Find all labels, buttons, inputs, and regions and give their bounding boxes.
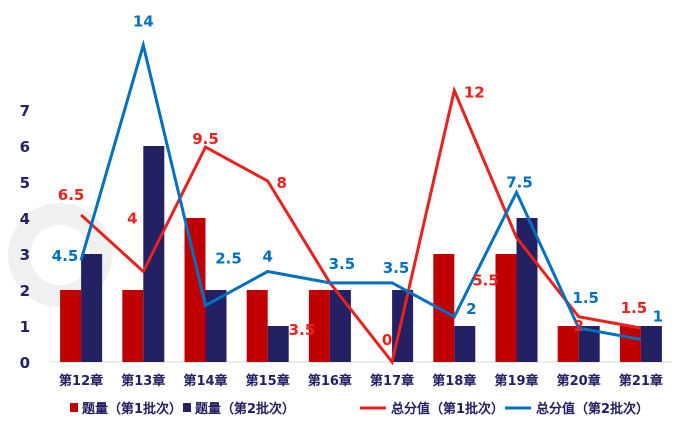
y-tick-label: 6 — [20, 138, 30, 156]
data-label: 1.5 — [572, 289, 599, 307]
data-label: 6.5 — [58, 186, 85, 204]
bar-1-第14章 — [184, 218, 206, 362]
data-label: 8 — [276, 174, 286, 192]
y-tick-label: 3 — [20, 246, 30, 264]
data-label: 4.5 — [52, 247, 79, 265]
y-tick-label: 0 — [20, 354, 30, 372]
x-tick-label: 第18章 — [432, 373, 476, 389]
data-label: 2 — [466, 300, 476, 318]
y-tick-label: 2 — [20, 282, 30, 300]
bar-1-第16章 — [308, 290, 330, 362]
bar-2-第18章 — [454, 326, 476, 362]
x-tick-label: 第12章 — [59, 373, 103, 389]
data-label: 2.5 — [215, 249, 242, 267]
bar-2-第13章 — [143, 146, 165, 362]
data-label: 0 — [382, 331, 392, 349]
bar-2-第20章 — [578, 326, 600, 362]
lines: 6.5 4 9.5 8 3.5 0 12 5.5 2 1.5 4.5 14 2.5 4 3.5 3.5 2 7.5… — [52, 12, 663, 366]
x-tick-label: 第14章 — [183, 373, 227, 389]
legend-swatch — [70, 403, 78, 412]
x-tick-label: 第21章 — [619, 373, 663, 389]
bar-2-第15章 — [267, 326, 289, 362]
y-tick-label: 5 — [20, 174, 30, 192]
legend: 题量（第1批次） 题量（第2批次） 总分值（第1批次） 总分值（第2批次） — [70, 401, 649, 417]
x-axis-labels: 第12章 第13章 第14章 第15章 第16章 第17章 第18章 第19章 第20章 第21章 — [59, 373, 663, 389]
line-series-1 — [80, 85, 642, 366]
y-tick-label: 4 — [20, 210, 30, 228]
legend-label: 题量（第2批次） — [195, 401, 295, 417]
bar-2-第16章 — [329, 290, 351, 362]
y-axis: 0 1 2 3 4 5 6 7 — [20, 102, 30, 372]
legend-label: 总分值（第1批次） — [391, 401, 504, 417]
bar-1-第21章 — [619, 326, 641, 362]
x-tick-label: 第19章 — [494, 373, 538, 389]
data-label: 12 — [464, 84, 485, 102]
x-tick-label: 第16章 — [308, 373, 352, 389]
bars — [60, 146, 662, 362]
y-tick-label: 1 — [20, 318, 30, 336]
data-label: 3.5 — [289, 321, 316, 339]
data-label: 4 — [262, 248, 272, 266]
x-tick-label: 第20章 — [557, 373, 601, 389]
x-tick-label: 第15章 — [246, 373, 290, 389]
bar-2-第21章 — [640, 326, 662, 362]
data-label: 14 — [133, 12, 154, 30]
bar-1-第20章 — [557, 326, 579, 362]
bar-2-第19章 — [516, 218, 538, 362]
legend-label: 总分值（第2批次） — [536, 401, 649, 417]
data-label: 3.5 — [383, 259, 410, 277]
data-label: 5.5 — [472, 272, 499, 290]
legend-label: 题量（第1批次） — [82, 401, 182, 417]
y-tick-label: 7 — [20, 102, 30, 120]
x-tick-label: 第13章 — [121, 373, 165, 389]
bar-1-第18章 — [433, 254, 455, 362]
data-label: 1.5 — [621, 299, 648, 317]
bar-1-第13章 — [122, 290, 144, 362]
x-tick-label: 第17章 — [370, 373, 414, 389]
data-label: 3.5 — [329, 255, 356, 273]
data-label: 4 — [127, 210, 137, 228]
data-label: 2 — [573, 317, 583, 335]
data-label: 1 — [653, 307, 663, 325]
bar-1-第12章 — [60, 290, 82, 362]
data-label: 7.5 — [506, 173, 533, 191]
bar-1-第19章 — [495, 254, 517, 362]
bar-1-第15章 — [246, 290, 268, 362]
data-label: 9.5 — [192, 130, 219, 148]
bar-2-第12章 — [81, 254, 103, 362]
legend-swatch — [183, 403, 191, 412]
line-series-2 — [79, 39, 642, 341]
bar-2-第14章 — [205, 290, 227, 362]
